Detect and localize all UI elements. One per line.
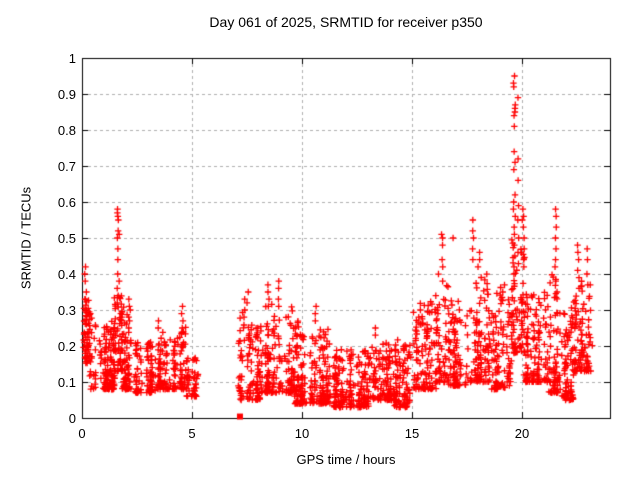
- y-tick-label: 0.9: [57, 86, 76, 102]
- y-tick-label: 0.1: [57, 374, 76, 390]
- y-tick-label: 1: [68, 50, 76, 66]
- y-tick-label: 0: [68, 410, 76, 426]
- y-tick-label: 0.3: [57, 302, 76, 318]
- y-tick-label: 0.5: [57, 230, 76, 246]
- x-tick-label: 15: [404, 426, 420, 441]
- y-tick-label: 0.8: [57, 122, 76, 138]
- y-tick-label: 0.6: [57, 194, 76, 210]
- x-tick-label: 5: [188, 426, 196, 441]
- chart-title: Day 061 of 2025, SRMTID for receiver p35…: [209, 14, 483, 30]
- x-tick-label: 0: [78, 426, 86, 441]
- x-tick-label: 10: [294, 426, 310, 441]
- x-axis-title: GPS time / hours: [296, 452, 396, 467]
- y-tick-label: 0.7: [57, 158, 76, 174]
- y-tick-label: 0.2: [57, 338, 76, 354]
- y-tick-label: 0.4: [57, 266, 76, 282]
- x-tick-label: 20: [514, 426, 530, 441]
